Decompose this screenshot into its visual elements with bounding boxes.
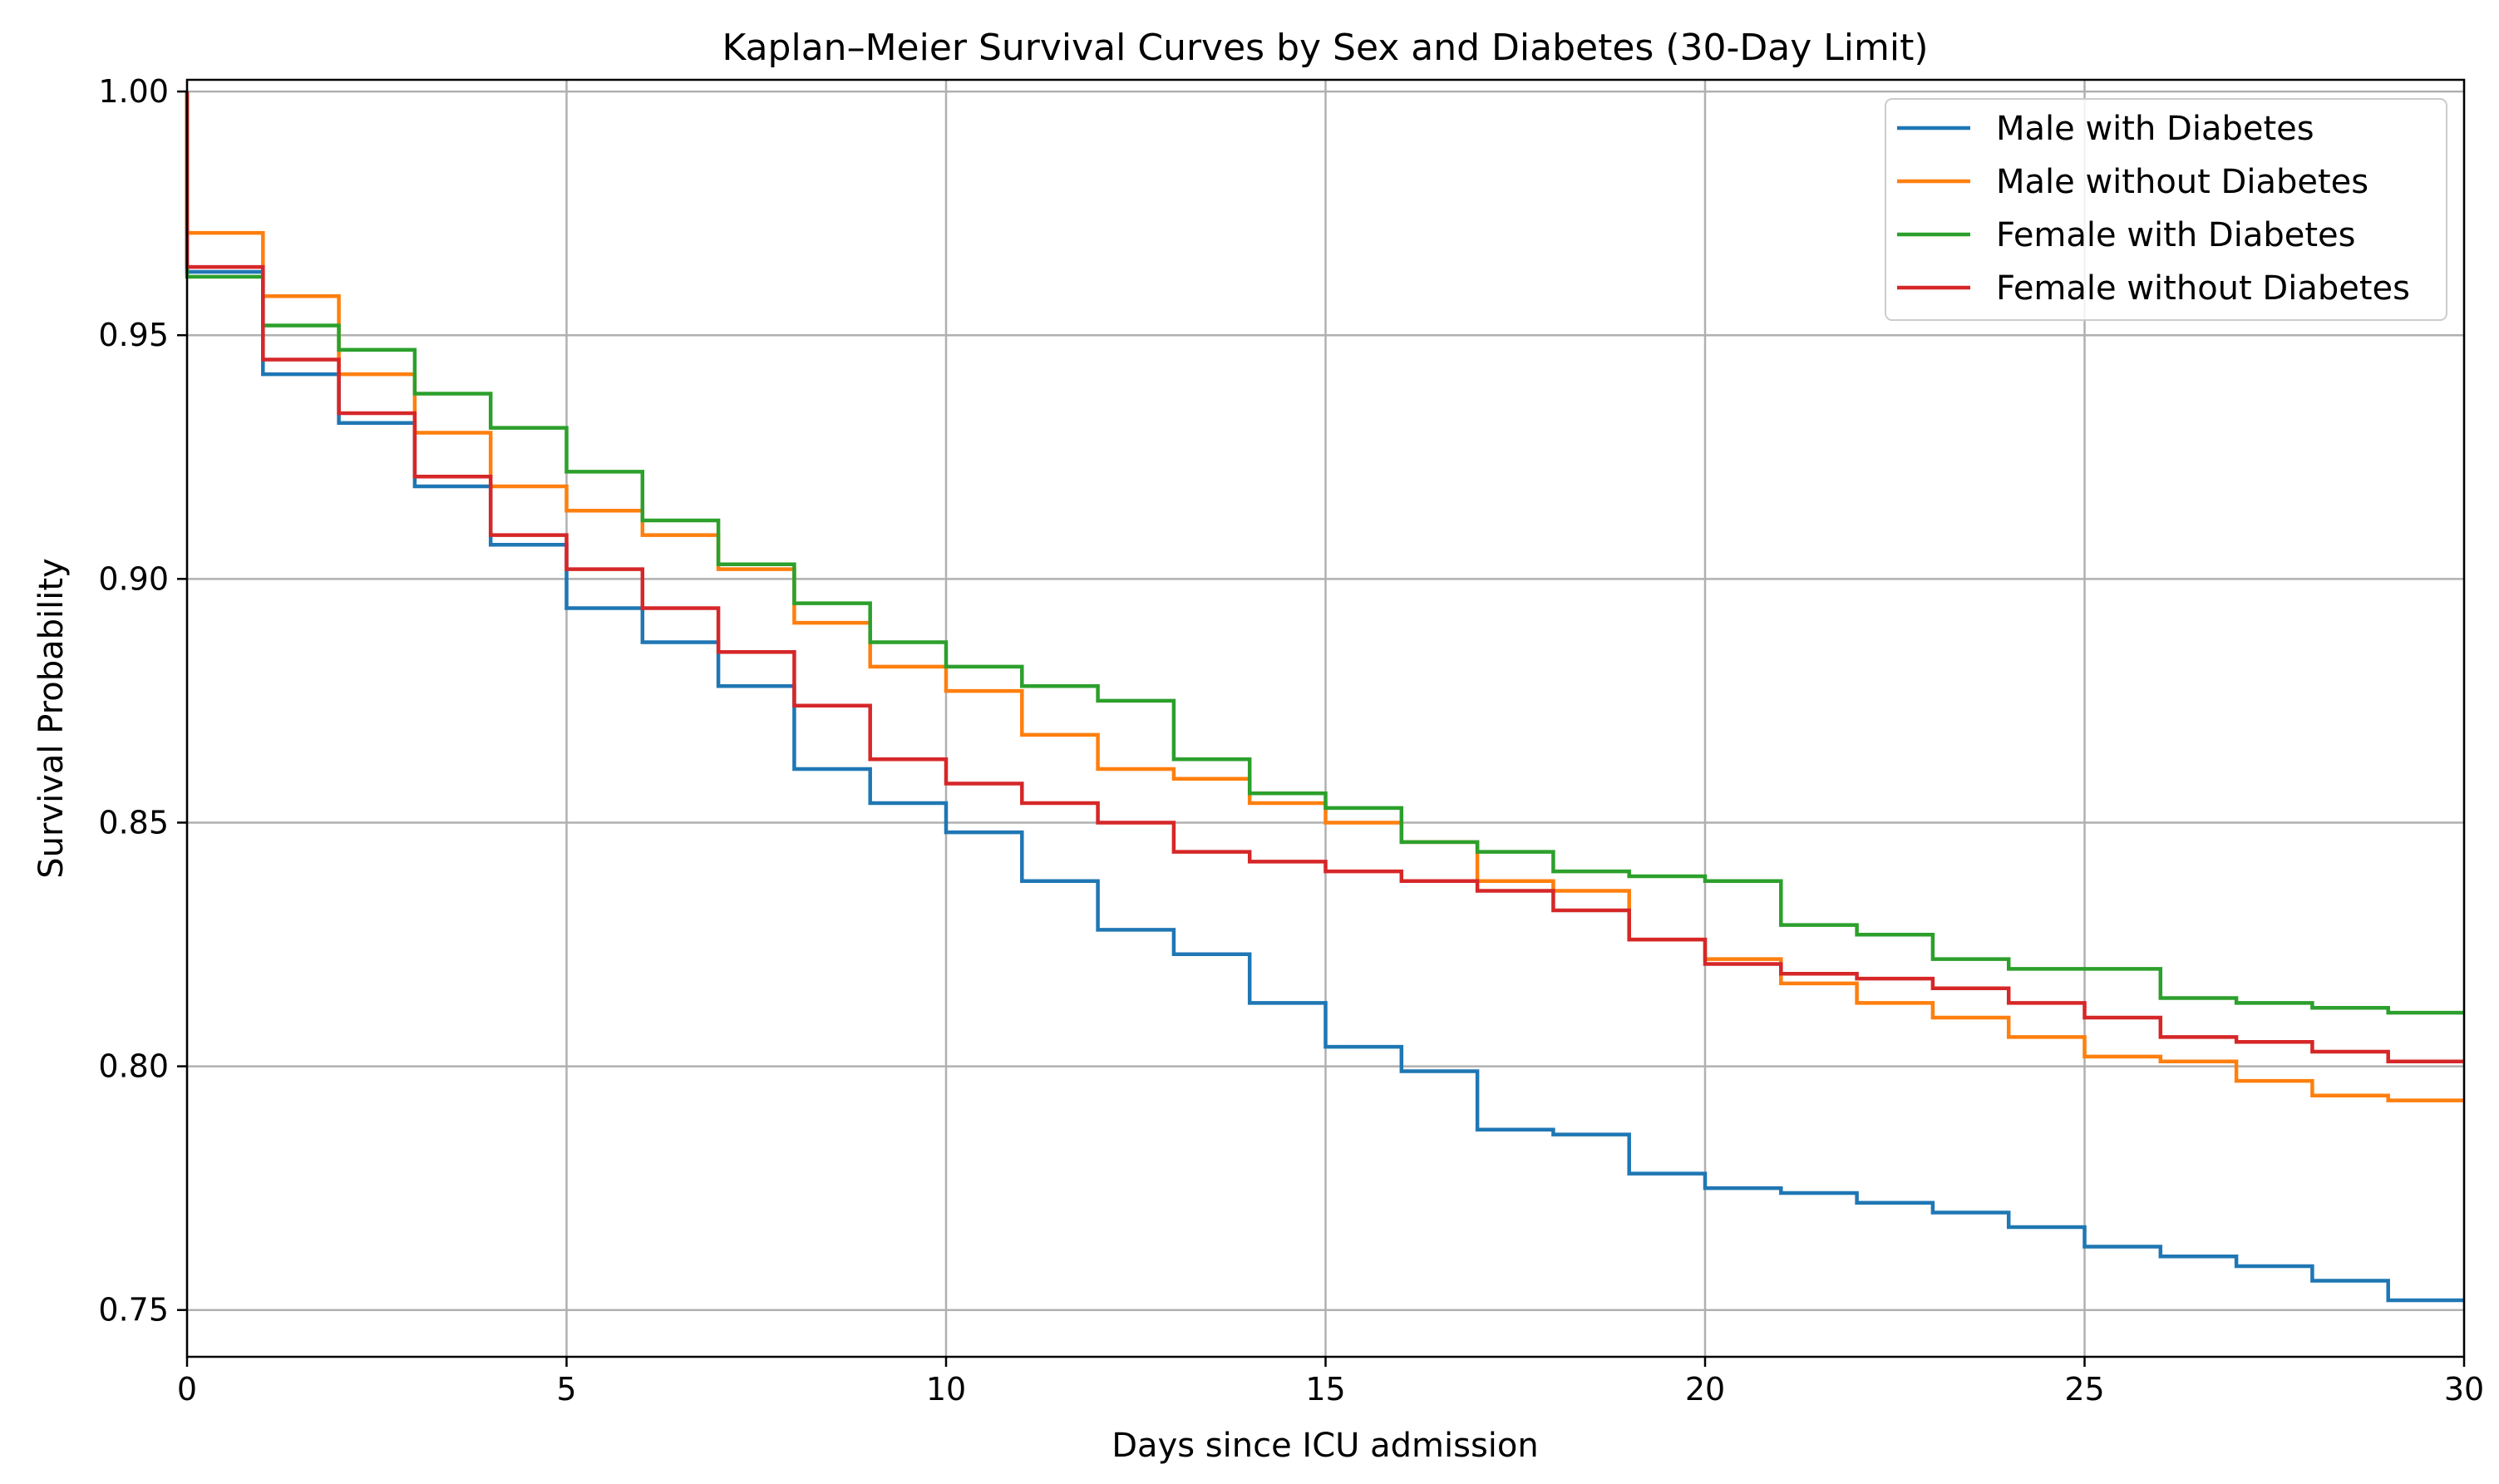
x-tick-label: 10 [926,1371,966,1408]
y-tick-label: 0.95 [98,317,169,353]
x-tick-label: 30 [2444,1371,2484,1408]
legend-label: Female with Diabetes [1996,216,2355,254]
legend-box [1885,98,2447,321]
series-line-female-with-diabetes [185,91,2464,1015]
y-tick-label: 0.90 [98,560,169,597]
x-tick-label: 25 [2064,1371,2104,1408]
x-axis: 0 5 10 15 20 25 30 [177,1357,2484,1408]
y-axis: 0.75 0.80 0.85 0.90 0.95 1.00 [98,73,187,1329]
legend-label: Male with Diabetes [1996,110,2314,148]
y-tick-label: 0.85 [98,804,169,841]
x-tick-label: 5 [556,1371,576,1408]
x-tick-label: 15 [1305,1371,1345,1408]
x-tick-label: 0 [177,1371,197,1408]
legend-label: Female without Diabetes [1996,269,2410,308]
x-axis-label: Days since ICU admission [1111,1427,1538,1465]
legend: Male with Diabetes Male without Diabetes F… [1885,98,2447,321]
y-tick-label: 1.00 [98,73,169,110]
y-tick-label: 0.80 [98,1048,169,1085]
legend-label: Male without Diabetes [1996,163,2368,201]
series-group [185,91,2464,1303]
x-tick-label: 20 [1685,1371,1725,1408]
y-axis-label: Survival Probability [32,558,71,878]
series-line-female-without-diabetes [185,91,2464,1063]
y-tick-label: 0.75 [98,1292,169,1329]
chart-title: Kaplan–Meier Survival Curves by Sex and … [722,27,1929,69]
